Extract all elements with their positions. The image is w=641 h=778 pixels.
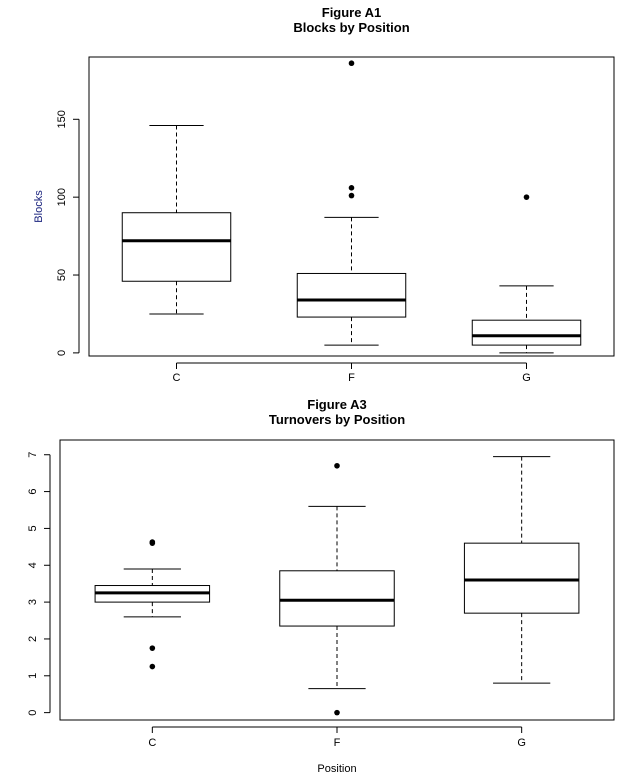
x-tick-label: C	[148, 737, 156, 749]
x-tick-label: F	[348, 372, 355, 384]
chart-subtitle: Blocks by Position	[293, 20, 409, 35]
outlier-point	[334, 462, 340, 469]
y-tick-label: 4	[27, 562, 39, 568]
plot-frame	[59, 439, 615, 721]
y-tick-label: 2	[27, 636, 39, 642]
chart-subtitle: Turnovers by Position	[269, 412, 405, 427]
y-tick-label: 6	[27, 489, 39, 495]
x-tick-label: C	[173, 372, 181, 384]
y-tick-label: 100	[56, 188, 68, 206]
y-tick-label: 0	[56, 350, 68, 356]
outlier-point	[348, 185, 355, 191]
y-tick-label: 150	[56, 110, 68, 128]
y-axis-label: Blocks	[33, 190, 45, 223]
box-G	[463, 542, 580, 614]
y-tick-label: 3	[27, 599, 39, 605]
y-tick-label: 0	[27, 710, 39, 716]
box-C	[121, 212, 232, 282]
outlier-point	[348, 60, 355, 67]
box-G	[471, 319, 582, 346]
y-tick-label: 1	[27, 673, 39, 679]
x-tick-label: F	[334, 737, 341, 749]
outlier-point	[334, 709, 340, 716]
plot-frame	[88, 56, 615, 357]
y-tick-label: 7	[27, 452, 39, 458]
box-F	[296, 272, 407, 318]
chart-title: Figure A3	[307, 397, 366, 412]
chart-title: Figure A1	[322, 5, 381, 20]
x-tick-label: G	[517, 737, 526, 749]
y-tick-label: 50	[56, 269, 68, 281]
outlier-point	[149, 539, 156, 545]
y-tick-label: 5	[27, 525, 39, 531]
outlier-point	[149, 645, 156, 651]
x-axis-label: Position	[317, 763, 356, 775]
box-F	[279, 570, 395, 627]
x-tick-label: G	[522, 372, 531, 384]
outlier-point	[523, 194, 530, 200]
outlier-point	[348, 192, 355, 199]
outlier-point	[149, 663, 156, 670]
